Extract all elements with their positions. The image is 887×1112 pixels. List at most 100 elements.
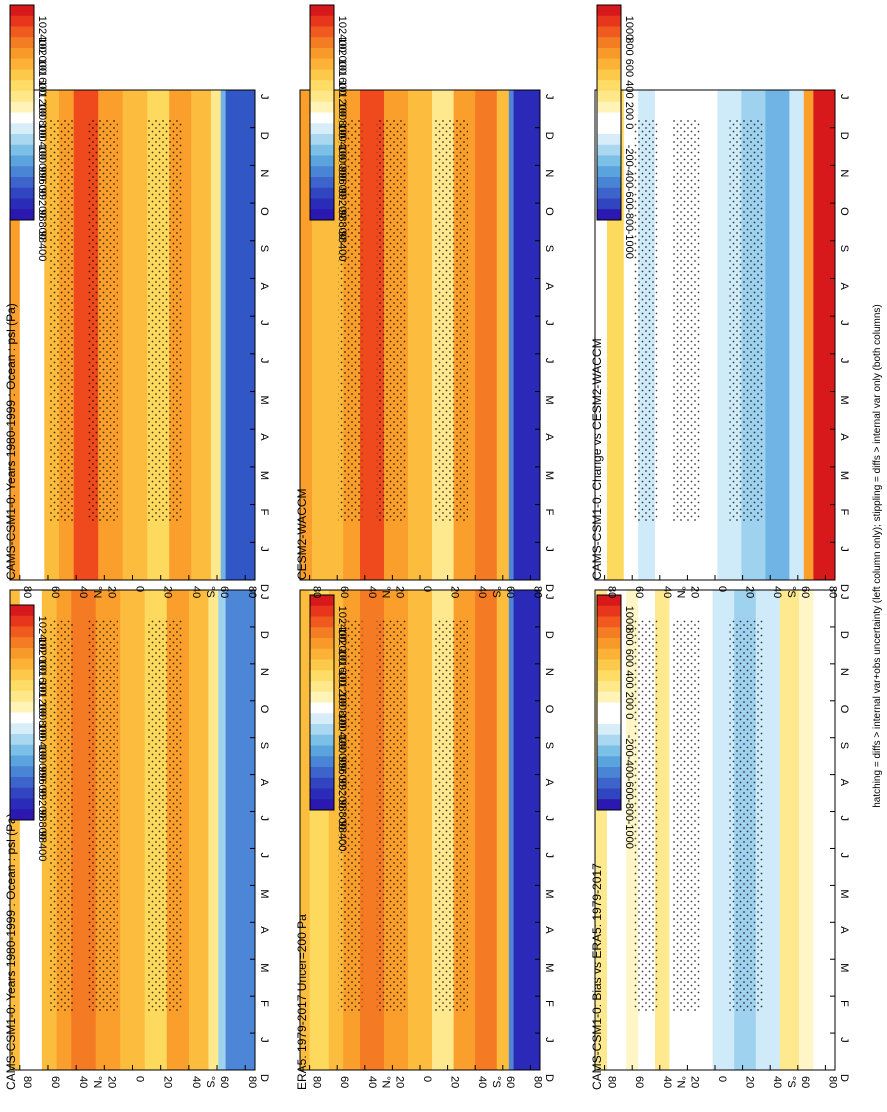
y-tick-label: 60 bbox=[338, 1076, 350, 1088]
colorbar-swatch bbox=[597, 799, 621, 811]
contour-band bbox=[475, 590, 498, 1070]
colorbar-label: 99600 bbox=[336, 166, 348, 197]
y-tick-label: 0 bbox=[716, 1076, 728, 1082]
colorbar-label: -1000 bbox=[623, 231, 635, 259]
north-label: °N bbox=[91, 586, 103, 598]
x-tick-label: S bbox=[543, 742, 555, 749]
colorbar-label: 98800 bbox=[36, 809, 48, 840]
colorbar-label: -800 bbox=[623, 799, 635, 821]
colorbar-swatch bbox=[310, 69, 334, 81]
contour-band bbox=[803, 90, 814, 580]
colorbar-frame bbox=[596, 594, 622, 811]
x-tick-label: D bbox=[543, 132, 555, 140]
y-tick-label: 40 bbox=[366, 1076, 378, 1088]
contour-band bbox=[408, 590, 433, 1070]
colorbar-label: 100400 bbox=[36, 123, 48, 160]
y-tick-label: 20 bbox=[449, 1076, 461, 1088]
y-tick-label: 60 bbox=[218, 1076, 230, 1088]
colorbar-swatch bbox=[310, 659, 334, 671]
colorbar-label: 200 bbox=[623, 102, 635, 120]
colorbar-swatch bbox=[597, 681, 621, 693]
x-tick-label: S bbox=[258, 742, 270, 749]
colorbar-swatch bbox=[310, 144, 334, 156]
colorbar-swatch bbox=[597, 80, 621, 92]
colorbar-swatch bbox=[10, 144, 34, 156]
colorbar-label: -600 bbox=[623, 778, 635, 800]
x-tick-label: A bbox=[838, 779, 850, 787]
south-label: °S bbox=[204, 586, 216, 598]
colorbar-label: 1000 bbox=[623, 16, 635, 40]
x-tick-label: J bbox=[258, 358, 270, 364]
colorbar-label: 0 bbox=[623, 123, 635, 129]
contour-band bbox=[496, 90, 510, 580]
colorbar-label: 99600 bbox=[36, 166, 48, 197]
colorbar-swatch bbox=[10, 680, 34, 692]
x-tick-label: A bbox=[543, 282, 555, 290]
colorbar-label: 101600 bbox=[336, 59, 348, 96]
x-tick-label: J bbox=[543, 358, 555, 364]
x-tick-label: N bbox=[543, 668, 555, 676]
colorbar-label: 102000 bbox=[336, 37, 348, 74]
panel-title: CAMS-CSM1-0: Bias vs ERA5: 1979-2017 bbox=[590, 863, 604, 1090]
x-tick-label: J bbox=[543, 320, 555, 326]
x-tick-label: J bbox=[258, 320, 270, 326]
colorbar-swatch bbox=[10, 69, 34, 81]
x-tick-label: F bbox=[543, 509, 555, 516]
y-tick-label: 60 bbox=[49, 586, 61, 598]
x-tick-label: J bbox=[258, 94, 270, 100]
x-tick-label: J bbox=[258, 1037, 270, 1043]
colorbar-swatch bbox=[10, 723, 34, 735]
colorbar-swatch bbox=[597, 627, 621, 639]
x-tick-label: J bbox=[838, 546, 850, 552]
colorbar-swatch bbox=[10, 734, 34, 746]
colorbar-swatch bbox=[10, 209, 34, 221]
colorbar-label: 99600 bbox=[336, 756, 348, 787]
x-tick-label: M bbox=[258, 396, 270, 405]
colorbar-swatch bbox=[310, 155, 334, 167]
colorbar-swatch bbox=[597, 691, 621, 703]
stippling-region bbox=[376, 119, 406, 522]
colorbar-swatch bbox=[310, 5, 334, 17]
contour-band bbox=[655, 90, 675, 580]
colorbar-swatch bbox=[10, 134, 34, 146]
colorbar-label: 800 bbox=[623, 627, 635, 645]
colorbar-label: 100400 bbox=[36, 723, 48, 760]
colorbar-frame bbox=[9, 604, 35, 821]
x-tick-label: S bbox=[838, 245, 850, 252]
x-tick-label: A bbox=[838, 282, 850, 290]
colorbar-swatch bbox=[10, 37, 34, 49]
colorbar-swatch bbox=[597, 595, 621, 607]
x-tick-label: M bbox=[258, 963, 270, 972]
north-label: °N bbox=[380, 1076, 392, 1088]
x-tick-label: J bbox=[838, 816, 850, 822]
colorbar-swatch bbox=[310, 767, 334, 779]
y-tick-label: 0 bbox=[716, 586, 728, 592]
x-tick-label: J bbox=[543, 594, 555, 600]
contour-band bbox=[779, 590, 800, 1070]
colorbar-label: -600 bbox=[623, 188, 635, 210]
contour-band bbox=[765, 90, 790, 580]
stippling-region bbox=[338, 119, 363, 522]
x-tick-label: F bbox=[258, 509, 270, 516]
x-tick-label: D bbox=[258, 132, 270, 140]
x-tick-label: J bbox=[543, 94, 555, 100]
colorbar-swatch bbox=[310, 670, 334, 682]
y-tick-label: 80 bbox=[311, 586, 323, 598]
colorbar-swatch bbox=[597, 166, 621, 178]
y-tick-label: 60 bbox=[504, 586, 516, 598]
colorbar-label: 600 bbox=[623, 649, 635, 667]
contour-band bbox=[300, 590, 311, 1070]
x-tick-label: O bbox=[543, 705, 555, 714]
y-tick-label: 60 bbox=[633, 586, 645, 598]
x-tick-label: A bbox=[258, 282, 270, 290]
x-tick-label: J bbox=[543, 546, 555, 552]
x-tick-label: S bbox=[258, 245, 270, 252]
colorbar-swatch bbox=[597, 209, 621, 221]
colorbar-label: 98800 bbox=[36, 209, 48, 240]
x-tick-label: J bbox=[838, 1037, 850, 1043]
colorbar-swatch bbox=[597, 745, 621, 757]
panel-ml: 80 60 40 20 0 20 40 60 80 °N °S D J F M A M J J A S O N D J ERA5:… bbox=[295, 589, 555, 1090]
colorbar-swatch bbox=[10, 123, 34, 135]
colorbar-label: 600 bbox=[623, 59, 635, 77]
